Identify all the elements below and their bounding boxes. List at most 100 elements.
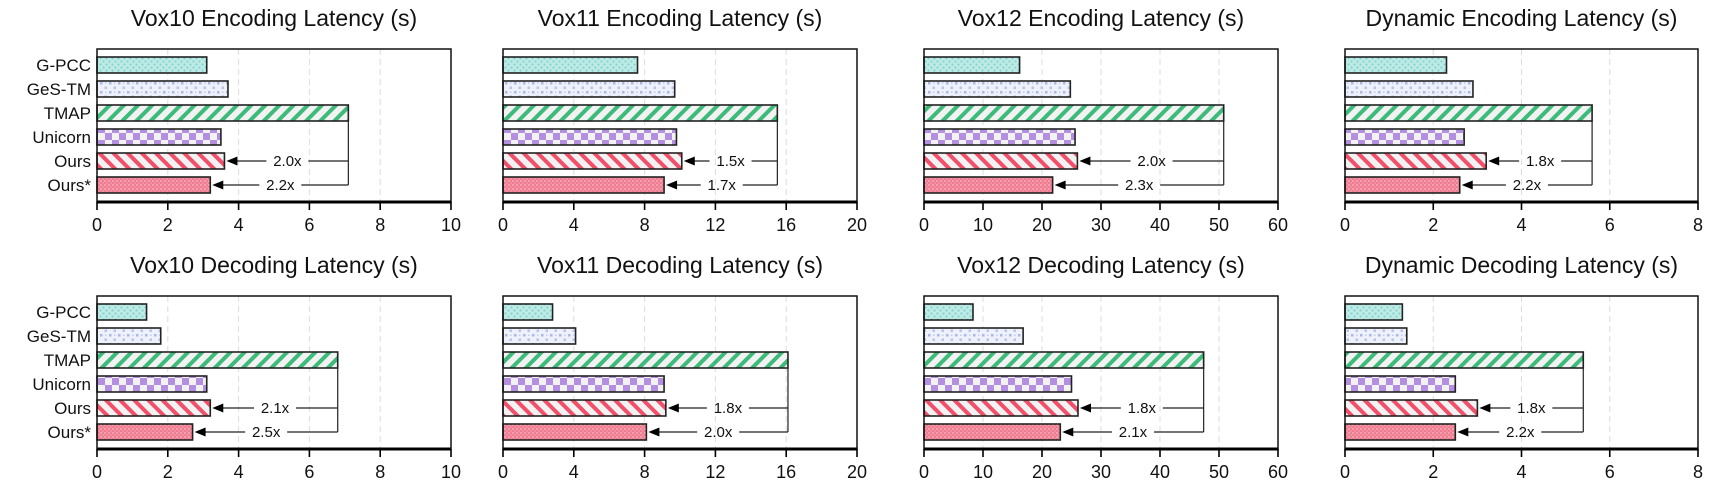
bar-tmap [96, 351, 339, 369]
x-tick-label: 10 [973, 215, 993, 235]
x-tick-label: 2 [1428, 215, 1438, 235]
arrowhead-icon [1079, 156, 1091, 166]
bar-g-pcc [1344, 303, 1404, 321]
bar-tmap [502, 351, 789, 369]
bar-unicorn [96, 375, 208, 393]
chart-title: Vox11 Decoding Latency (s) [537, 252, 823, 278]
chart-panel-6: Vox12 Decoding Latency (s) 1.8x 2.1x 0 10 20 3… [919, 252, 1288, 482]
bar-unicorn [923, 128, 1076, 146]
speedup-label: 2.2x [1506, 424, 1535, 441]
x-tick-label: 40 [1150, 462, 1170, 482]
x-tick-label: 20 [1032, 215, 1052, 235]
x-tick-label: 0 [92, 462, 102, 482]
x-tick-label: 40 [1150, 215, 1170, 235]
arrowhead-icon [212, 180, 224, 190]
bar-g-pcc [96, 56, 208, 74]
bar-ours [96, 176, 212, 194]
speedup-label: 1.7x [708, 177, 737, 194]
bar-ges-tm [923, 80, 1072, 98]
bar-g-pcc [96, 303, 148, 321]
chart-panel-7: Dynamic Decoding Latency (s) 1.8x 2.2x 0 2 4 6… [1340, 252, 1703, 482]
chart-panel-2: Vox12 Encoding Latency (s) 2.0x 2.3x 0 10 20 3… [919, 5, 1288, 235]
category-label: TMAP [44, 104, 91, 123]
arrowhead-icon [1479, 403, 1491, 413]
speedup-label: 2.5x [252, 424, 281, 441]
chart-panel-1: Vox11 Encoding Latency (s) 1.5x 1.7x 0 4 8 12 1… [498, 5, 867, 235]
bar-unicorn [502, 375, 665, 393]
bar-ours [502, 176, 665, 194]
speedup-label: 1.8x [1526, 153, 1555, 170]
x-tick-label: 0 [498, 462, 508, 482]
x-tick-label: 60 [1268, 462, 1288, 482]
speedup-label: 2.1x [1119, 424, 1148, 441]
speedup-label: 2.0x [704, 424, 733, 441]
x-tick-label: 50 [1209, 462, 1229, 482]
bar-ges-tm [1344, 80, 1474, 98]
x-tick-label: 4 [1516, 215, 1526, 235]
category-label: Ours [54, 399, 91, 418]
speedup-label: 2.2x [266, 177, 295, 194]
arrowhead-icon [648, 427, 660, 437]
x-tick-label: 0 [919, 462, 929, 482]
bar-ours [1344, 152, 1487, 170]
bar-ours [923, 176, 1054, 194]
chart-panel-3: Dynamic Encoding Latency (s) 1.8x 2.2x 0 2 4 6… [1340, 5, 1703, 235]
bar-unicorn [1344, 128, 1465, 146]
category-label: GeS-TM [27, 327, 91, 346]
chart-panel-5: Vox11 Decoding Latency (s) 1.8x 2.0x 0 4 8 12 1… [498, 252, 867, 482]
x-tick-label: 30 [1091, 215, 1111, 235]
speedup-label: 1.8x [1128, 400, 1157, 417]
x-tick-label: 20 [1032, 462, 1052, 482]
category-label: G-PCC [36, 303, 91, 322]
x-tick-label: 8 [640, 462, 650, 482]
bar-unicorn [1344, 375, 1457, 393]
speedup-label: 2.2x [1513, 177, 1542, 194]
bar-unicorn [96, 128, 222, 146]
bar-unicorn [502, 128, 678, 146]
bar-ours [502, 399, 667, 417]
chart-title: Vox11 Encoding Latency (s) [538, 5, 823, 31]
x-tick-label: 2 [1428, 462, 1438, 482]
arrowhead-icon [212, 403, 224, 413]
bar-g-pcc [923, 303, 974, 321]
x-tick-label: 60 [1268, 215, 1288, 235]
arrowhead-icon [226, 156, 238, 166]
bar-ours [96, 152, 226, 170]
x-tick-label: 10 [441, 462, 461, 482]
bar-g-pcc [923, 56, 1021, 74]
arrowhead-icon [1488, 156, 1500, 166]
x-tick-label: 8 [375, 462, 385, 482]
x-tick-label: 12 [705, 462, 725, 482]
bar-g-pcc [502, 56, 639, 74]
category-label: TMAP [44, 351, 91, 370]
bar-unicorn [923, 375, 1073, 393]
bar-ges-tm [1344, 327, 1408, 345]
bar-ours [502, 152, 683, 170]
x-tick-label: 4 [1516, 462, 1526, 482]
bar-ges-tm [502, 80, 676, 98]
arrowhead-icon [1461, 180, 1473, 190]
bar-ours [1344, 176, 1461, 194]
x-tick-label: 16 [776, 462, 796, 482]
chart-title: Dynamic Decoding Latency (s) [1365, 252, 1678, 278]
x-tick-label: 6 [1605, 462, 1615, 482]
speedup-label: 2.3x [1125, 177, 1154, 194]
x-tick-label: 0 [919, 215, 929, 235]
speedup-label: 2.1x [261, 400, 290, 417]
x-tick-label: 50 [1209, 215, 1229, 235]
x-tick-label: 0 [1340, 462, 1350, 482]
arrowhead-icon [1062, 427, 1074, 437]
x-tick-label: 20 [847, 462, 867, 482]
x-tick-label: 6 [304, 215, 314, 235]
speedup-label: 2.0x [1137, 153, 1166, 170]
category-label: Unicorn [32, 128, 91, 147]
arrowhead-icon [666, 180, 678, 190]
x-tick-label: 2 [163, 215, 173, 235]
x-tick-label: 6 [304, 462, 314, 482]
bar-g-pcc [502, 303, 554, 321]
bar-ours [923, 152, 1079, 170]
x-tick-label: 0 [92, 215, 102, 235]
bar-ours [96, 399, 212, 417]
x-tick-label: 6 [1605, 215, 1615, 235]
